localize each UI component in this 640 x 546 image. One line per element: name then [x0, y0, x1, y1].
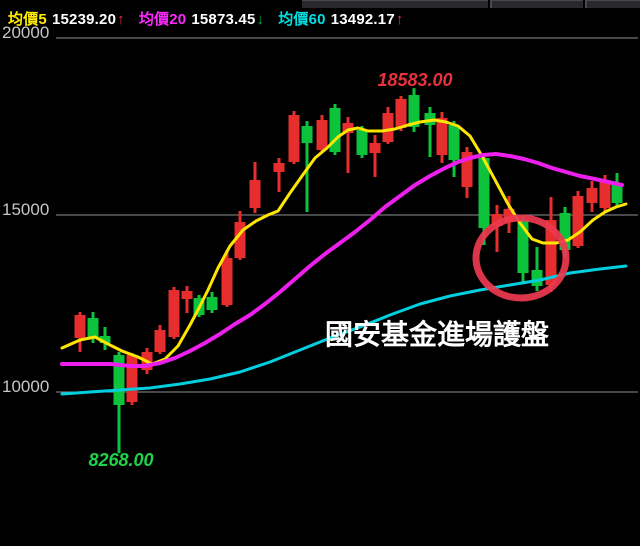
candle-wick	[305, 121, 309, 212]
candle-wick	[373, 134, 377, 178]
candle-body	[559, 213, 571, 251]
candle-body	[168, 290, 180, 338]
candle-body	[545, 220, 557, 286]
ma60-legend-item: 均價60 13492.17 ↑	[278, 8, 403, 29]
candle-body	[87, 318, 99, 338]
highlight-circle-annotation	[472, 214, 570, 302]
ma5-legend-item: 均價5 15239.20 ↑	[8, 8, 125, 29]
ma-legend: 均價5 15239.20 ↑ 均價20 15873.45 ↓ 均價60 1349…	[8, 8, 418, 29]
ma20-legend-item: 均價20 15873.45 ↓	[139, 8, 264, 29]
candle-body	[342, 122, 354, 134]
candle-body	[249, 179, 261, 208]
candle-wick	[535, 247, 539, 292]
candle-body	[273, 162, 285, 172]
candle-body	[221, 258, 233, 306]
candle-body	[206, 297, 218, 311]
candle-wick	[346, 117, 350, 174]
toolbar-divider	[490, 0, 492, 8]
candle-body	[99, 335, 111, 344]
candle-body	[461, 152, 473, 187]
ma60-value: 13492.17	[330, 11, 395, 28]
candle-body	[382, 113, 394, 143]
candle-wick	[185, 286, 189, 314]
ma-line-5	[60, 118, 628, 366]
ma5-label: 均價5	[8, 11, 47, 28]
low-price-label: 8268.00	[88, 450, 153, 470]
ma-line-20	[60, 152, 624, 368]
ma-line-60	[60, 264, 628, 396]
candle-body	[288, 114, 300, 163]
candle-body	[572, 195, 584, 247]
ma60-label: 均價60	[278, 11, 326, 28]
toolbar-divider	[585, 0, 587, 8]
candle-body	[395, 98, 407, 128]
candle-wick	[495, 205, 499, 253]
note-text-annotation: 國安基金進場護盤	[325, 318, 550, 350]
candle-body	[154, 330, 166, 352]
candle-body	[329, 107, 341, 153]
ma20-label: 均價20	[138, 11, 187, 28]
y-axis-label: 20000	[2, 23, 49, 42]
up-arrow-icon: ↑	[117, 11, 125, 28]
candle-body	[424, 113, 436, 126]
up-arrow-icon: ↑	[395, 11, 404, 28]
candle-body	[113, 355, 125, 405]
candle-body	[369, 142, 381, 154]
candle-body	[408, 94, 420, 127]
candle-body	[491, 214, 503, 227]
candle-body	[301, 126, 313, 143]
toolbar-button-top2[interactable]	[587, 0, 640, 8]
ma20-value: 15873.45	[191, 11, 256, 28]
y-axis-label: 10000	[2, 377, 49, 396]
down-arrow-icon: ↓	[256, 11, 265, 28]
candle-body	[586, 187, 598, 203]
candle-body	[126, 355, 138, 403]
candle-body	[478, 158, 490, 229]
ma5-value: 15239.20	[51, 11, 117, 28]
candle-body	[531, 270, 543, 287]
candle-body	[436, 118, 448, 155]
candle-body	[611, 185, 623, 203]
candle-wick	[277, 158, 281, 192]
candle-body	[356, 130, 368, 155]
candle-body	[599, 182, 611, 208]
y-axis-label: 15000	[2, 200, 49, 219]
candle-body	[234, 222, 246, 259]
high-price-label: 18583.00	[377, 70, 452, 90]
candle-body	[503, 209, 515, 223]
candle-body	[448, 125, 460, 160]
candle-wick	[428, 106, 432, 158]
toolbar-button-top1[interactable]	[492, 0, 583, 8]
candle-body	[517, 220, 529, 274]
toolbar-button-top0[interactable]	[302, 0, 488, 8]
candle-body	[74, 315, 86, 339]
candle-body	[181, 291, 193, 300]
candle-body	[316, 119, 328, 151]
